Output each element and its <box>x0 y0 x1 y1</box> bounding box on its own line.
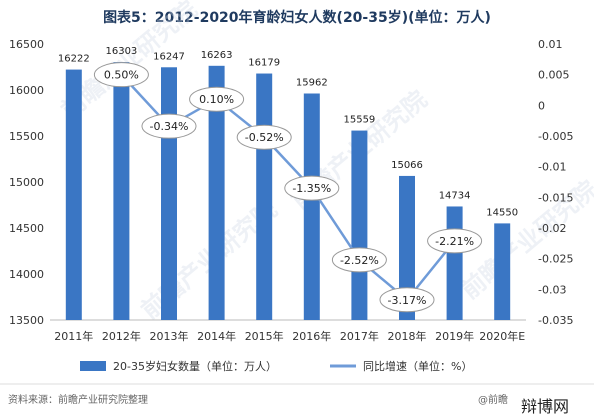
growth-label-bubble-8 <box>427 228 483 254</box>
bar-value-label-0: 16222 <box>58 54 90 65</box>
growth-label-bubble-4 <box>236 124 292 150</box>
growth-label-6: -2.52% <box>340 254 379 267</box>
bar-4 <box>256 73 273 320</box>
bar-0 <box>65 69 82 321</box>
y-right-tick-8: -0.03 <box>538 283 566 296</box>
bar-value-label-8: 14734 <box>439 190 471 201</box>
y-right-tick-6: -0.02 <box>538 222 566 235</box>
x-tick-9: 2020年E <box>479 329 525 343</box>
growth-label-bubble-3 <box>189 86 245 112</box>
bar-value-label-9: 14550 <box>486 207 518 218</box>
growth-label-3: 0.10% <box>199 93 234 106</box>
y-right-tick-2: 0 <box>538 99 545 112</box>
x-tick-6: 2017年 <box>340 329 379 343</box>
x-tick-2: 2013年 <box>150 329 189 343</box>
y-left-tick-1: 14000 <box>9 268 44 281</box>
bar-5 <box>303 93 320 320</box>
corner-watermark: 辩博网 <box>521 397 569 416</box>
y-right-tick-4: -0.01 <box>538 161 566 174</box>
bar-value-label-5: 15962 <box>296 77 328 88</box>
y-left-tick-6: 16500 <box>9 38 44 51</box>
source-text: 资料来源：前瞻产业研究院整理 <box>8 393 148 406</box>
bar-value-label-2: 16247 <box>153 51 185 62</box>
bar-value-label-3: 16263 <box>201 50 233 61</box>
bar-value-label-6: 15559 <box>343 115 375 126</box>
x-tick-3: 2014年 <box>197 329 236 343</box>
growth-point-2: -0.34% <box>141 113 197 139</box>
y-right-tick-0: 0.01 <box>538 38 563 51</box>
y-right-tick-9: -0.035 <box>538 314 573 327</box>
growth-point-3: 0.10% <box>189 86 245 112</box>
growth-point-1: 0.50% <box>93 62 149 88</box>
bar-value-label-1: 16303 <box>105 46 137 57</box>
bar-value-label-4: 16179 <box>248 58 280 69</box>
bar-8 <box>446 206 463 320</box>
growth-label-2: -0.34% <box>150 120 189 133</box>
x-axis: 2011年 2012年 2013年 2014年 2015年 2016年 2017年 2018年… <box>54 329 525 343</box>
growth-label-bubble-7 <box>379 287 435 313</box>
growth-label-7: -3.17% <box>388 294 427 307</box>
growth-point-6: -2.52% <box>331 247 387 273</box>
y-left-tick-2: 14500 <box>9 222 44 235</box>
growth-point-7: -3.17% <box>379 287 435 313</box>
y-right-tick-1: 0.005 <box>538 69 570 82</box>
y-right-tick-3: -0.005 <box>538 130 573 143</box>
y-axis-right: 0.01 0.005 0 -0.005 -0.01 -0.015 -0.02 -0.025 -0… <box>538 38 573 327</box>
x-tick-0: 2011年 <box>54 329 93 343</box>
growth-label-4: -0.52% <box>245 131 284 144</box>
y-right-tick-5: -0.015 <box>538 191 573 204</box>
legend: 20-35岁妇女数量（单位：万人） 同比增速（单位：%） <box>80 359 472 373</box>
line-labels: 0.50% -0.34% 0.10% -0.52% -1.35% -2.52% -3.17%… <box>93 62 483 313</box>
bar-1 <box>113 62 130 321</box>
bar-3 <box>208 65 225 320</box>
y-right-tick-7: -0.025 <box>538 253 573 266</box>
growth-label-1: 0.50% <box>104 69 139 82</box>
growth-label-bubble-6 <box>331 247 387 273</box>
bar-labels: 16222 16303 16247 16263 16179 15962 15559 15066… <box>58 46 518 218</box>
y-left-tick-4: 15500 <box>9 130 44 143</box>
legend-line-label: 同比增速（单位：%） <box>363 359 472 373</box>
legend-bar-label: 20-35岁妇女数量（单位：万人） <box>113 359 277 373</box>
x-tick-4: 2015年 <box>245 329 284 343</box>
source-brand: @前瞻 <box>478 393 508 406</box>
y-axis-left: 13500 14000 14500 15000 15500 16000 16500 <box>9 38 44 327</box>
growth-label-bubble-1 <box>93 62 149 88</box>
growth-label-bubble-2 <box>141 113 197 139</box>
bar-9 <box>494 223 511 320</box>
growth-label-5: -1.35% <box>292 182 331 195</box>
growth-point-8: -2.21% <box>427 228 483 254</box>
growth-label-bubble-5 <box>284 175 340 201</box>
y-left-tick-0: 13500 <box>9 314 44 327</box>
growth-label-8: -2.21% <box>435 235 474 248</box>
x-tick-5: 2016年 <box>292 329 331 343</box>
x-tick-1: 2012年 <box>102 329 141 343</box>
growth-point-4: -0.52% <box>236 124 292 150</box>
legend-bar-swatch <box>80 361 106 371</box>
x-tick-7: 2018年 <box>388 329 427 343</box>
y-left-tick-3: 15000 <box>9 176 44 189</box>
x-tick-8: 2019年 <box>435 329 474 343</box>
growth-point-5: -1.35% <box>284 175 340 201</box>
y-left-tick-5: 16000 <box>9 84 44 97</box>
bar-2 <box>161 67 177 320</box>
chart-title: 图表5：2012-2020年育龄妇女人数(20-35岁)(单位：万人) <box>103 9 491 26</box>
bar-value-label-7: 15066 <box>391 160 423 171</box>
bar-7 <box>399 175 415 320</box>
bar-6 <box>351 130 368 320</box>
